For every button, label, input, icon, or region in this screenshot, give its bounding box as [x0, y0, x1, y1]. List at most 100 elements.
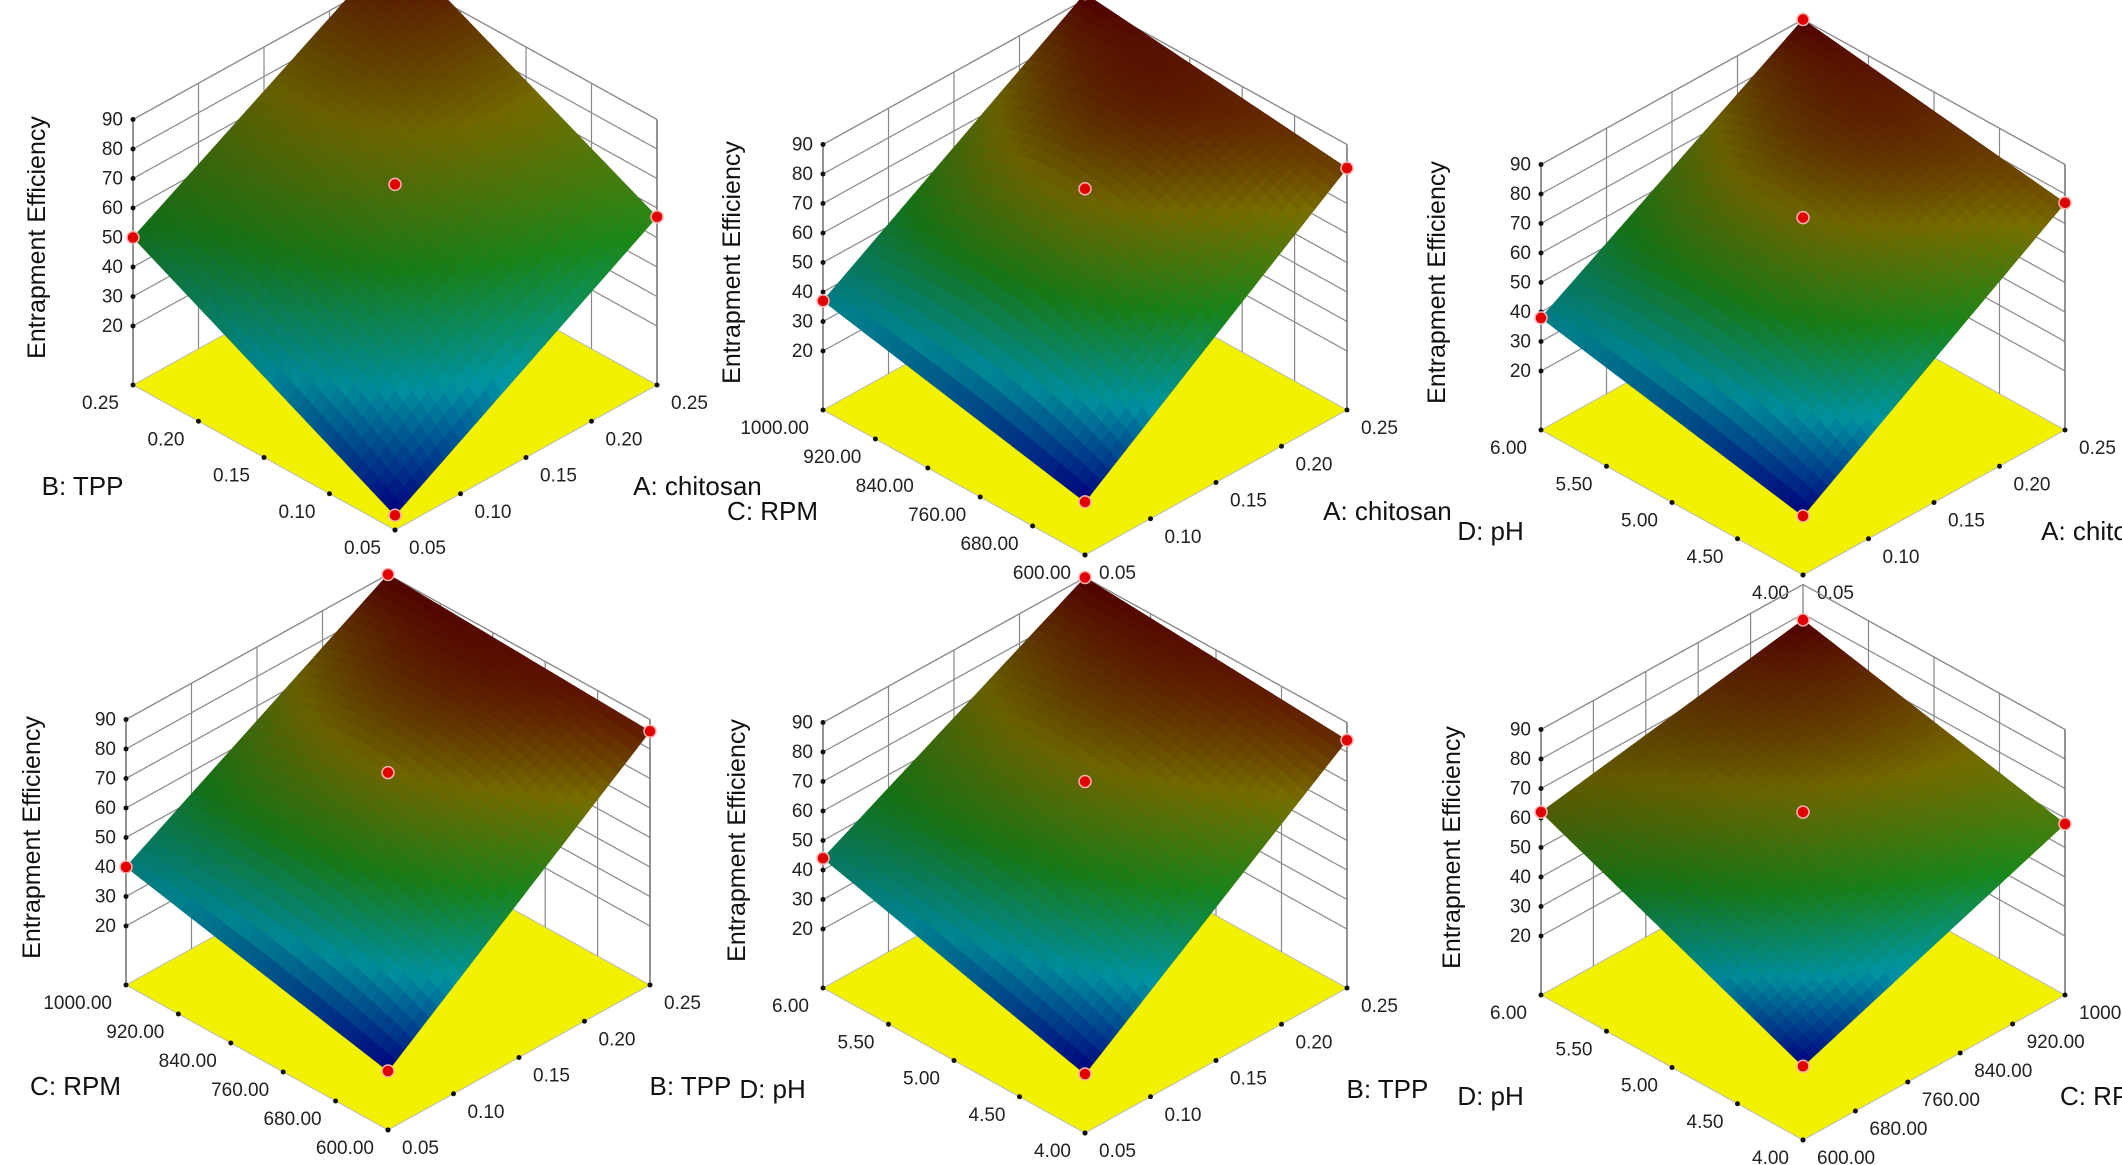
z-tick-label: 70 [102, 169, 123, 190]
x-tick-label: 0.05 [409, 538, 446, 559]
y-tick-mark [261, 455, 267, 460]
design-point [381, 1064, 395, 1078]
y-tick-mark [1082, 552, 1088, 558]
z-tick-label: 60 [1510, 243, 1531, 264]
z-tick-mark [130, 205, 136, 211]
design-point [126, 230, 140, 245]
x-tick-label: 0.20 [1296, 454, 1333, 475]
z-tick-label: 20 [95, 916, 116, 937]
x-tick-label: 0.25 [1361, 418, 1398, 439]
z-tick-label: 30 [102, 287, 123, 308]
x-tick-mark [582, 1018, 587, 1024]
z-tick-label: 40 [102, 257, 123, 278]
z-tick-mark [820, 171, 826, 177]
response-surface [132, 0, 658, 516]
design-point [1078, 182, 1092, 196]
z-tick-label: 70 [95, 769, 116, 790]
y-tick-label: 0.25 [82, 393, 119, 414]
z-tick-label: 50 [102, 228, 123, 249]
z-tick-mark [820, 289, 826, 295]
z-tick-mark [123, 746, 129, 752]
y-tick-label: 840.00 [856, 476, 914, 497]
surface-cell [366, 0, 374, 3]
box-top-edge [132, 0, 658, 121]
design-point [381, 765, 395, 780]
design-point [816, 294, 830, 308]
z-tick-mark [1538, 162, 1544, 167]
z-tick-mark [1538, 280, 1544, 285]
response-surface [822, 0, 1348, 503]
x-tick-label: 0.20 [2014, 474, 2051, 495]
z-tick-label: 50 [1510, 273, 1531, 294]
design-point [381, 567, 395, 582]
z-tick-label: 80 [95, 739, 116, 760]
z-tick-label: 30 [95, 887, 116, 908]
z-tick-label: 20 [1510, 361, 1531, 382]
z-tick-label: 40 [95, 857, 116, 878]
z-tick-mark [130, 294, 136, 299]
z-tick-mark [130, 146, 136, 152]
design-point [388, 508, 402, 522]
surface-plot-4: 20304050607080900.050.100.150.200.25600.… [18, 567, 731, 1159]
x-tick-mark [1866, 536, 1871, 542]
x-tick-mark [1344, 407, 1350, 413]
z-tick-mark [820, 348, 826, 354]
design-point [1078, 495, 1092, 509]
x-tick-label: 0.25 [671, 393, 708, 414]
x-tick-mark [1931, 500, 1937, 505]
y-tick-label: 680.00 [263, 1109, 321, 1130]
z-tick-label: 80 [102, 139, 123, 160]
x-axis-title: B: TPP [649, 1071, 731, 1101]
z-axis-title: Entrapment Efficiency [1423, 161, 1451, 404]
x-tick-mark [458, 491, 463, 497]
z-tick-label: 40 [792, 282, 813, 303]
y-tick-mark [196, 418, 201, 424]
surface-plot-5: 20304050607080900.050.100.150.200.254.00… [723, 570, 1428, 1162]
z-tick-mark [820, 319, 826, 324]
y-tick-label: 1000.00 [740, 418, 809, 439]
z-tick-mark [123, 805, 129, 811]
design-point [1534, 311, 1548, 325]
x-tick-label: 0.05 [1099, 563, 1136, 584]
design-point [650, 210, 664, 224]
y-tick-mark [1604, 463, 1609, 469]
z-tick-mark [123, 776, 129, 781]
design-point [1796, 210, 1810, 225]
x-tick-label: 0.05 [402, 1138, 439, 1159]
design-point [643, 724, 657, 739]
z-tick-label: 80 [1510, 184, 1531, 205]
x-tick-label: 0.20 [599, 1029, 636, 1050]
y-tick-label: 840.00 [159, 1051, 217, 1072]
z-tick-label: 70 [792, 194, 813, 215]
z-tick-label: 30 [792, 312, 813, 333]
x-tick-label: 0.15 [540, 466, 577, 487]
x-tick-mark [1997, 463, 2002, 469]
z-tick-mark [123, 835, 129, 840]
y-tick-mark [1030, 523, 1036, 529]
x-tick-mark [647, 982, 653, 988]
z-tick-label: 90 [792, 135, 813, 156]
y-tick-mark [820, 407, 826, 413]
y-axis-title: B: TPP [42, 471, 124, 501]
y-tick-mark [977, 494, 983, 500]
y-tick-mark [385, 1127, 391, 1133]
z-tick-label: 90 [95, 710, 116, 731]
z-tick-mark [123, 894, 129, 899]
y-tick-mark [925, 465, 931, 471]
x-tick-label: 0.10 [475, 502, 512, 523]
x-tick-mark [451, 1091, 456, 1097]
z-tick-label: 20 [102, 316, 123, 337]
z-tick-mark [1538, 250, 1544, 256]
y-tick-label: 1000.00 [43, 993, 112, 1014]
x-tick-label: 0.10 [1165, 527, 1202, 548]
z-tick-label: 50 [95, 828, 116, 849]
z-tick-mark [1538, 221, 1544, 226]
z-tick-mark [130, 176, 136, 181]
y-tick-mark [1538, 427, 1544, 433]
x-tick-label: 0.15 [1230, 491, 1267, 512]
y-tick-label: 760.00 [908, 505, 966, 526]
z-tick-label: 40 [1510, 302, 1531, 323]
x-tick-mark [1148, 516, 1153, 522]
design-point [1796, 509, 1810, 523]
